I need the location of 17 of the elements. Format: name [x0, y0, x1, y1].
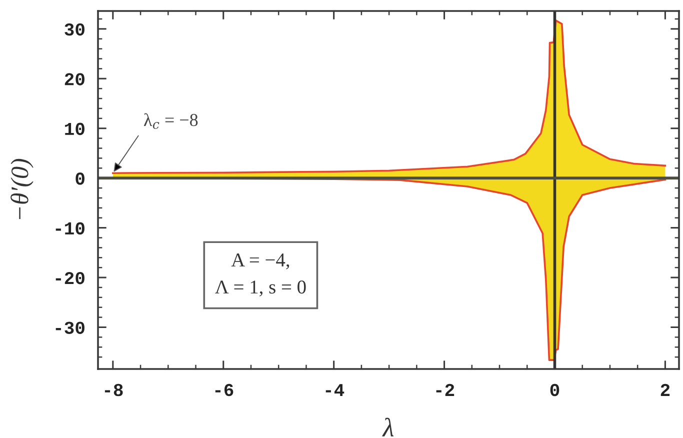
y-tick-label: -20: [56, 272, 84, 284]
x-tick-label: 0: [550, 384, 560, 396]
x-axis-title: λ: [382, 418, 394, 436]
x-tick-label: 2: [660, 384, 670, 396]
y-tick-label: 10: [65, 122, 84, 136]
x-tick-label: -4: [326, 384, 344, 396]
y-tick-label: -30: [56, 322, 84, 334]
y-axis-title: −θ′(0): [10, 158, 34, 220]
annotation: λ$_{c}$ = −8: [144, 113, 198, 129]
x-tick-label: -2: [436, 384, 454, 396]
y-tick-label: 20: [64, 73, 84, 86]
x-tick-label: -6: [215, 384, 234, 396]
y-tick-label: 30: [64, 23, 84, 36]
x-tick-label: -8: [104, 384, 123, 396]
annotation: A = −4, Λ = 1, s = 0: [215, 254, 306, 296]
y-tick-label: 0: [76, 172, 84, 185]
y-tick-label: -10: [56, 222, 84, 235]
